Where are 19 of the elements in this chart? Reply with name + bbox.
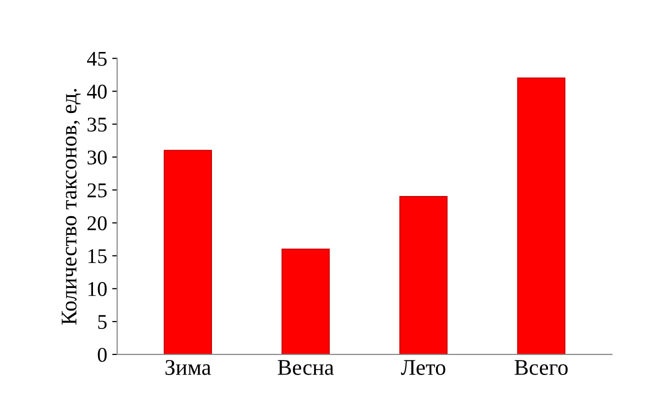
y-tick-label: 0 [98,348,107,362]
bar [399,196,448,354]
x-tick-label: Весна [278,360,334,375]
y-axis-title: Количество таксонов, ед. [62,88,81,325]
x-tick-label: Всего [514,360,568,375]
y-tick-label: 15 [88,249,107,264]
y-tick-label: 30 [88,150,107,165]
x-tick-label: Лето [401,360,446,375]
bar [164,150,212,354]
y-tick-label: 35 [88,118,107,132]
y-tick-label: 5 [98,315,107,329]
y-tick-label: 20 [88,216,107,230]
y-tick-label: 10 [88,282,107,296]
y-tick-label: 45 [87,52,107,66]
bar [517,78,566,354]
y-tick-label: 25 [88,183,107,198]
y-tick-label: 40 [87,84,107,99]
x-tick-label: Зима [166,360,211,375]
bar [282,248,330,354]
